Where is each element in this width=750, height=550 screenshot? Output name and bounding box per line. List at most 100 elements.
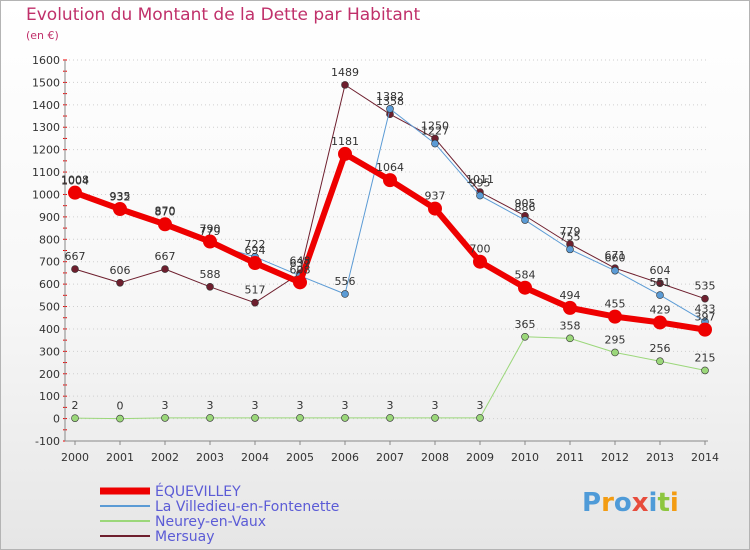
data-point: [656, 357, 664, 366]
data-label: 365: [515, 318, 536, 331]
x-tick-label: 2014: [691, 451, 719, 464]
data-point: [521, 332, 529, 341]
data-point: [203, 234, 217, 249]
y-tick-label: 200: [39, 368, 60, 381]
data-label: 932: [110, 191, 131, 204]
data-label: 588: [200, 268, 221, 281]
data-label: 3: [252, 399, 259, 412]
data-label: 433: [695, 303, 716, 316]
data-point: [521, 216, 529, 224]
data-label: 1008: [61, 174, 89, 187]
data-label: 1064: [376, 161, 404, 174]
legend-label: Neurey-en-Vaux: [155, 514, 266, 530]
data-label: 3: [162, 399, 169, 412]
data-point: [563, 300, 577, 315]
x-tick-label: 2011: [556, 451, 584, 464]
data-point: [206, 414, 214, 422]
data-label: 2: [72, 399, 79, 412]
data-label: 694: [245, 244, 266, 257]
y-tick-label: 1000: [32, 188, 60, 201]
data-label: 1011: [466, 173, 494, 186]
data-label: 870: [155, 205, 176, 218]
data-point: [158, 217, 172, 232]
data-point: [608, 309, 622, 324]
data-label: 779: [200, 225, 221, 238]
data-point: [113, 202, 127, 217]
legend-label: ÉQUEVILLEY: [155, 483, 241, 500]
data-point: [341, 81, 349, 89]
data-label: 604: [650, 264, 671, 277]
data-label: 1358: [376, 95, 404, 108]
data-point: [71, 265, 79, 273]
x-tick-label: 2012: [601, 451, 629, 464]
x-tick-label: 2006: [331, 451, 359, 464]
data-point: [386, 105, 394, 113]
data-label: 667: [155, 250, 176, 263]
x-tick-label: 2010: [511, 451, 539, 464]
y-tick-label: 300: [39, 345, 60, 358]
data-point: [476, 191, 484, 200]
data-label: 700: [470, 243, 491, 256]
data-label: 3: [342, 399, 349, 412]
data-label: 3: [477, 399, 484, 412]
data-point: [161, 414, 169, 422]
y-tick-label: 500: [39, 301, 60, 314]
data-point: [473, 254, 487, 269]
data-label: 551: [650, 276, 671, 289]
data-point: [611, 266, 619, 275]
data-label: 0: [117, 400, 124, 413]
data-label: 608: [290, 263, 311, 276]
data-label: 870: [155, 205, 176, 218]
y-tick-label: 100: [39, 390, 60, 403]
data-point: [341, 290, 349, 298]
data-point: [656, 279, 664, 288]
data-label: 429: [650, 303, 671, 316]
data-label: 556: [335, 275, 356, 288]
data-label: 256: [650, 342, 671, 355]
data-point: [656, 291, 664, 299]
data-point: [701, 366, 709, 375]
legend-label: Mersuay: [155, 529, 214, 545]
x-tick-label: 2002: [151, 451, 179, 464]
y-tick-label: 600: [39, 278, 60, 291]
x-tick-label: 2001: [106, 451, 134, 464]
data-label: 1227: [421, 125, 449, 138]
y-tick-label: 1300: [32, 121, 60, 134]
data-point: [566, 334, 574, 343]
data-label: 1489: [331, 66, 359, 79]
data-point: [428, 201, 442, 216]
proxiti-logo: Proxiti: [582, 488, 679, 518]
data-point: [338, 146, 352, 161]
data-point: [611, 348, 619, 357]
data-label: 905: [515, 197, 536, 210]
data-point: [248, 256, 262, 271]
data-point: [566, 245, 574, 254]
data-label: 886: [515, 201, 536, 214]
data-point: [71, 414, 79, 422]
data-point: [116, 414, 124, 423]
x-tick-label: 2000: [61, 451, 89, 464]
data-label: 1382: [376, 90, 404, 103]
data-point: [518, 280, 532, 295]
y-tick-label: 900: [39, 211, 60, 224]
data-label: 517: [245, 284, 266, 297]
data-point: [431, 414, 439, 422]
data-label: 455: [605, 298, 626, 311]
y-tick-label: 1400: [32, 99, 60, 112]
data-label: 535: [695, 280, 716, 293]
data-label: 755: [560, 230, 581, 243]
data-label: 494: [560, 289, 581, 302]
x-tick-label: 2009: [466, 451, 494, 464]
data-label: 671: [605, 249, 626, 262]
data-point: [698, 322, 712, 337]
x-tick-label: 2003: [196, 451, 224, 464]
data-label: 3: [297, 399, 304, 412]
data-point: [206, 283, 214, 291]
data-label: 937: [425, 190, 446, 203]
y-tick-label: 1600: [32, 54, 60, 67]
data-label: 660: [605, 252, 626, 265]
data-point: [341, 414, 349, 422]
y-tick-label: 1100: [32, 166, 60, 179]
data-point: [116, 278, 124, 287]
